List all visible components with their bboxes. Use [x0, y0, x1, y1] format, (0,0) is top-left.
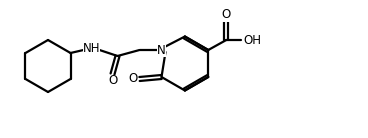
Text: O: O — [108, 75, 117, 87]
Text: O: O — [222, 9, 231, 22]
Text: OH: OH — [243, 34, 261, 47]
Text: N: N — [157, 43, 166, 56]
Text: O: O — [128, 72, 137, 86]
Text: NH: NH — [83, 43, 100, 55]
